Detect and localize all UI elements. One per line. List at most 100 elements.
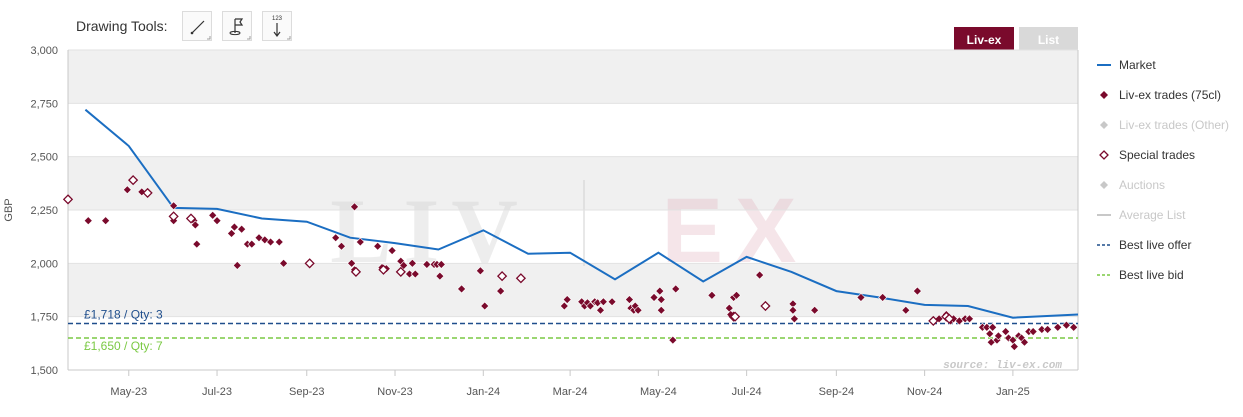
- list-view-button[interactable]: List: [1019, 27, 1078, 53]
- livex-trade-point[interactable]: [422, 259, 432, 269]
- livex-trade-point[interactable]: [993, 331, 1003, 341]
- livex-trade-point[interactable]: [405, 269, 414, 279]
- special-trade-point[interactable]: [168, 211, 179, 222]
- livex-trade-point[interactable]: [596, 305, 605, 315]
- livex-trade-point[interactable]: [373, 241, 383, 251]
- legend-item-auctions[interactable]: Auctions: [1093, 175, 1243, 195]
- livex-trade-point[interactable]: [355, 237, 365, 247]
- livex-trade-point[interactable]: [350, 202, 359, 212]
- livex-trade-point[interactable]: [732, 290, 741, 300]
- livex-trade-point[interactable]: [475, 266, 485, 276]
- legend-item-liv-ex-trades-other[interactable]: Liv-ex trades (Other): [1093, 115, 1243, 135]
- livex-trade-point[interactable]: [1053, 322, 1063, 332]
- livex-trade-point[interactable]: [856, 293, 866, 302]
- livex-trade-point[interactable]: [407, 258, 417, 268]
- livex-trade-point[interactable]: [410, 269, 420, 279]
- livex-trade-point[interactable]: [435, 271, 445, 281]
- livex-trade-point[interactable]: [988, 322, 998, 332]
- livex-trade-point[interactable]: [337, 241, 346, 251]
- measure-tool-button[interactable]: 123: [261, 11, 292, 41]
- special-trade-point[interactable]: [729, 311, 741, 322]
- livex-trade-point[interactable]: [810, 305, 820, 315]
- livex-trade-point[interactable]: [229, 222, 239, 232]
- livex-trade-point[interactable]: [607, 297, 617, 307]
- livex-trade-point[interactable]: [788, 305, 798, 315]
- livex-trade-point[interactable]: [625, 295, 634, 305]
- special-trade-point[interactable]: [350, 266, 362, 277]
- livex-trade-point[interactable]: [331, 233, 341, 243]
- special-trade-point[interactable]: [142, 187, 153, 199]
- livex-trade-point[interactable]: [387, 246, 397, 255]
- legend-item-best-live-bid[interactable]: Best live bid: [1093, 265, 1243, 285]
- livex-trade-point[interactable]: [212, 216, 222, 226]
- livex-trade-point[interactable]: [755, 270, 765, 280]
- livex-trade-point[interactable]: [237, 224, 247, 234]
- livex-trade-point[interactable]: [655, 286, 665, 296]
- livex-trade-point[interactable]: [496, 286, 506, 296]
- livex-trade-point[interactable]: [347, 258, 357, 268]
- livex-trade-point[interactable]: [83, 216, 93, 226]
- livex-trade-point[interactable]: [585, 301, 595, 311]
- livex-trade-point[interactable]: [274, 237, 284, 247]
- livex-trade-point[interactable]: [1009, 342, 1019, 351]
- livex-trade-point[interactable]: [901, 305, 911, 315]
- livex-trade-point[interactable]: [878, 293, 888, 302]
- special-trade-point[interactable]: [304, 258, 315, 269]
- livex-trade-point[interactable]: [208, 210, 218, 220]
- livex-trade-point[interactable]: [457, 284, 467, 294]
- livex-trade-point[interactable]: [247, 239, 257, 249]
- livex-trade-point[interactable]: [985, 329, 995, 339]
- special-trade-point[interactable]: [944, 313, 955, 324]
- trend-line-tool-button[interactable]: [181, 11, 212, 41]
- special-trade-point[interactable]: [62, 194, 74, 205]
- livex-trade-point[interactable]: [789, 314, 799, 324]
- livex-trade-point[interactable]: [1069, 322, 1079, 332]
- legend-item-best-live-offer[interactable]: Best live offer: [1093, 235, 1243, 255]
- livex-trade-point[interactable]: [122, 185, 132, 195]
- livex-trade-point[interactable]: [1028, 327, 1038, 337]
- special-trade-point[interactable]: [378, 264, 389, 275]
- special-trade-point[interactable]: [127, 175, 139, 186]
- special-trade-point[interactable]: [496, 271, 508, 282]
- livex-trade-point[interactable]: [137, 187, 147, 197]
- livex-trade-point[interactable]: [671, 284, 681, 294]
- legend-item-average-list[interactable]: Average List: [1093, 205, 1243, 225]
- livex-trade-point[interactable]: [436, 259, 446, 269]
- livex-trade-point[interactable]: [668, 335, 678, 345]
- livex-trade-point[interactable]: [227, 229, 236, 238]
- livex-trade-point[interactable]: [707, 290, 717, 300]
- livex-trade-point[interactable]: [190, 220, 200, 230]
- livex-trade-point[interactable]: [982, 322, 992, 332]
- livex-trade-point[interactable]: [649, 293, 659, 302]
- livex-trade-point[interactable]: [656, 295, 666, 305]
- livex-trade-point[interactable]: [266, 237, 276, 247]
- livex-trade-point[interactable]: [260, 235, 270, 245]
- livex-trade-point[interactable]: [559, 301, 569, 311]
- special-trade-point[interactable]: [395, 266, 406, 277]
- livex-trade-point[interactable]: [279, 258, 289, 268]
- livex-trade-point[interactable]: [1037, 325, 1047, 334]
- legend-item-market[interactable]: Market: [1093, 55, 1243, 75]
- livex-trade-point[interactable]: [480, 301, 490, 311]
- livex-trade-point[interactable]: [912, 286, 922, 296]
- legend-item-special-trades[interactable]: Special trades: [1093, 145, 1243, 165]
- livex-trade-point[interactable]: [562, 295, 572, 305]
- livex-trade-point[interactable]: [101, 216, 111, 226]
- livex-trade-point[interactable]: [399, 261, 409, 270]
- livex-trade-point[interactable]: [965, 314, 974, 324]
- livex-trade-point[interactable]: [192, 239, 202, 249]
- legend-item-liv-ex-trades-75cl[interactable]: Liv-ex trades (75cl): [1093, 85, 1243, 105]
- livex-trade-point[interactable]: [1020, 337, 1029, 347]
- livex-trade-point[interactable]: [1001, 327, 1011, 337]
- special-trade-point[interactable]: [185, 213, 197, 224]
- annotation-flag-tool-button[interactable]: [221, 11, 252, 41]
- liv-ex-view-button[interactable]: Liv-ex: [954, 27, 1014, 53]
- livex-trade-point[interactable]: [633, 305, 643, 315]
- livex-trade-point[interactable]: [1043, 325, 1053, 334]
- special-trade-point[interactable]: [515, 273, 527, 284]
- livex-trade-point[interactable]: [1061, 320, 1071, 330]
- livex-trade-point[interactable]: [169, 201, 179, 211]
- livex-trade-point[interactable]: [598, 297, 608, 307]
- special-trade-point[interactable]: [760, 300, 771, 312]
- special-trade-point[interactable]: [928, 315, 939, 327]
